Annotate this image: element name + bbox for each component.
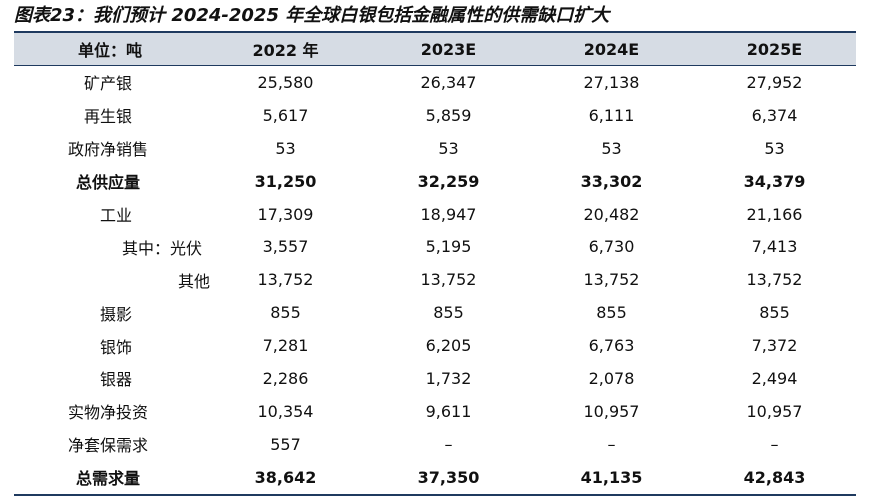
cell-2022: 13,752 (257, 270, 314, 290)
cell-2024: 6,763 (588, 336, 635, 356)
header-year-2025: 2025E (746, 39, 803, 59)
cell-2022: 855 (270, 303, 301, 323)
table-row: 摄影 855 855 855 855 (14, 296, 856, 329)
cell-2025: 42,843 (743, 467, 806, 487)
cell-2024: 53 (601, 138, 622, 158)
table-row: 其中：光伏 3,557 5,195 6,730 7,413 (14, 230, 856, 263)
table-row: 银器 2,286 1,732 2,078 2,494 (14, 362, 856, 395)
cell-2025: 6,374 (751, 105, 798, 125)
cell-2024: 2,078 (588, 368, 635, 388)
cell-2022: 557 (270, 434, 301, 454)
row-label: 总需求量 (76, 469, 141, 489)
cell-2022: 53 (275, 138, 296, 158)
cell-2023: 13,752 (420, 270, 477, 290)
cell-2024: 6,730 (588, 237, 635, 257)
cell-2023: 53 (438, 138, 459, 158)
cell-2024: 20,482 (583, 204, 640, 224)
cell-2025: 13,752 (746, 270, 803, 290)
cell-2023: – (444, 434, 453, 454)
cell-2024: – (607, 434, 616, 454)
cell-2024: 13,752 (583, 270, 640, 290)
table-row-total-demand: 总需求量 38,642 37,350 41,135 42,843 (14, 461, 856, 496)
header-year-2024: 2024E (583, 39, 640, 59)
cell-2022: 25,580 (257, 72, 314, 92)
cell-2024: 10,957 (583, 401, 640, 421)
cell-2023: 18,947 (420, 204, 477, 224)
row-label: 矿产银 (84, 74, 133, 94)
cell-2025: 7,372 (751, 336, 798, 356)
cell-2023: 9,611 (425, 401, 472, 421)
cell-2025: 2,494 (751, 368, 798, 388)
cell-2022: 31,250 (254, 171, 317, 191)
cell-2025: 53 (764, 138, 785, 158)
cell-2024: 33,302 (580, 171, 643, 191)
table-row: 其他 13,752 13,752 13,752 13,752 (14, 263, 856, 296)
table-row: 矿产银 25,580 26,347 27,138 27,952 (14, 66, 856, 99)
cell-2022: 5,617 (262, 105, 309, 125)
cell-2023: 32,259 (417, 171, 480, 191)
cell-2022: 7,281 (262, 336, 309, 356)
row-label: 实物净投资 (68, 403, 149, 423)
table-row: 再生银 5,617 5,859 6,111 6,374 (14, 99, 856, 132)
cell-2024: 6,111 (588, 105, 635, 125)
cell-2023: 855 (433, 303, 464, 323)
cell-2025: 27,952 (746, 72, 803, 92)
row-label: 银器 (100, 370, 133, 390)
row-label: 政府净销售 (68, 140, 149, 160)
cell-2025: 10,957 (746, 401, 803, 421)
unit-label: 单位：吨 (78, 41, 143, 60)
cell-2022: 38,642 (254, 467, 317, 487)
cell-2025: 7,413 (751, 237, 798, 257)
row-label: 工业 (100, 206, 133, 225)
table-row: 净套保需求 557 – – – (14, 428, 856, 461)
cell-2025: – (770, 434, 779, 454)
row-label: 总供应量 (76, 173, 141, 193)
cell-2022: 10,354 (257, 401, 314, 421)
cell-2024: 855 (596, 303, 627, 323)
cell-2022: 2,286 (262, 368, 309, 388)
table-row: 工业 17,309 18,947 20,482 21,166 (14, 198, 856, 231)
cell-2023: 37,350 (417, 467, 480, 487)
row-label: 其他 (178, 271, 211, 291)
table-row-total-supply: 总供应量 31,250 32,259 33,302 34,379 (14, 165, 856, 198)
cell-2023: 26,347 (420, 72, 477, 92)
table-header-row: 单位：吨 2022 年 2023E 2024E 2025E (14, 31, 856, 66)
cell-2024: 41,135 (580, 467, 643, 487)
cell-2022: 17,309 (257, 204, 314, 224)
table-row: 政府净销售 53 53 53 53 (14, 132, 856, 165)
figure-title: 图表23：我们预计 2024-2025 年全球白银包括金融属性的供需缺口扩大 (14, 5, 610, 26)
cell-2025: 34,379 (743, 171, 806, 191)
cell-2023: 5,195 (425, 237, 472, 257)
row-label: 净套保需求 (68, 436, 149, 456)
cell-2022: 3,557 (262, 237, 309, 257)
cell-2023: 5,859 (425, 105, 472, 125)
row-label: 其中：光伏 (122, 238, 203, 258)
cell-2025: 855 (759, 303, 790, 323)
row-label: 再生银 (84, 107, 133, 127)
cell-2024: 27,138 (583, 72, 640, 92)
header-year-2023: 2023E (420, 39, 477, 59)
supply-demand-table: 单位：吨 2022 年 2023E 2024E 2025E 矿产银 25,580… (14, 31, 856, 496)
row-label: 银饰 (100, 337, 133, 357)
table-row: 实物净投资 10,354 9,611 10,957 10,957 (14, 395, 856, 428)
cell-2023: 6,205 (425, 336, 472, 356)
row-label: 摄影 (100, 304, 133, 324)
table-row: 银饰 7,281 6,205 6,763 7,372 (14, 329, 856, 362)
cell-2023: 1,732 (425, 368, 472, 388)
cell-2025: 21,166 (746, 204, 803, 224)
header-year-2022: 2022 年 (252, 41, 319, 60)
